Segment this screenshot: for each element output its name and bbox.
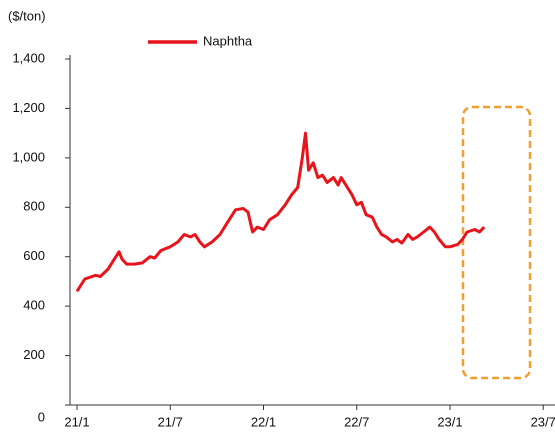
x-tick-label: 23/1 (437, 414, 462, 429)
y-tick-label: 0 (38, 409, 45, 424)
x-tick-label: 23/7 (531, 414, 555, 429)
x-tick-label: 21/1 (64, 414, 89, 429)
y-tick-label: 1,400 (12, 50, 45, 65)
y-axis-unit: ($/ton) (8, 8, 46, 23)
x-tick-label: 22/7 (344, 414, 369, 429)
highlight-box (461, 105, 532, 380)
y-tick-label: 200 (23, 347, 45, 362)
y-tick-label: 1,000 (12, 149, 45, 164)
x-tick-label: 22/1 (251, 414, 276, 429)
data-line (75, 131, 486, 293)
y-tick-label: 600 (23, 248, 45, 263)
y-tick-label: 400 (23, 298, 45, 313)
x-tick-label: 21/7 (158, 414, 183, 429)
legend-label: Naphtha (203, 33, 253, 48)
y-tick-label: 800 (23, 199, 45, 214)
y-tick-label: 1,200 (12, 100, 45, 115)
